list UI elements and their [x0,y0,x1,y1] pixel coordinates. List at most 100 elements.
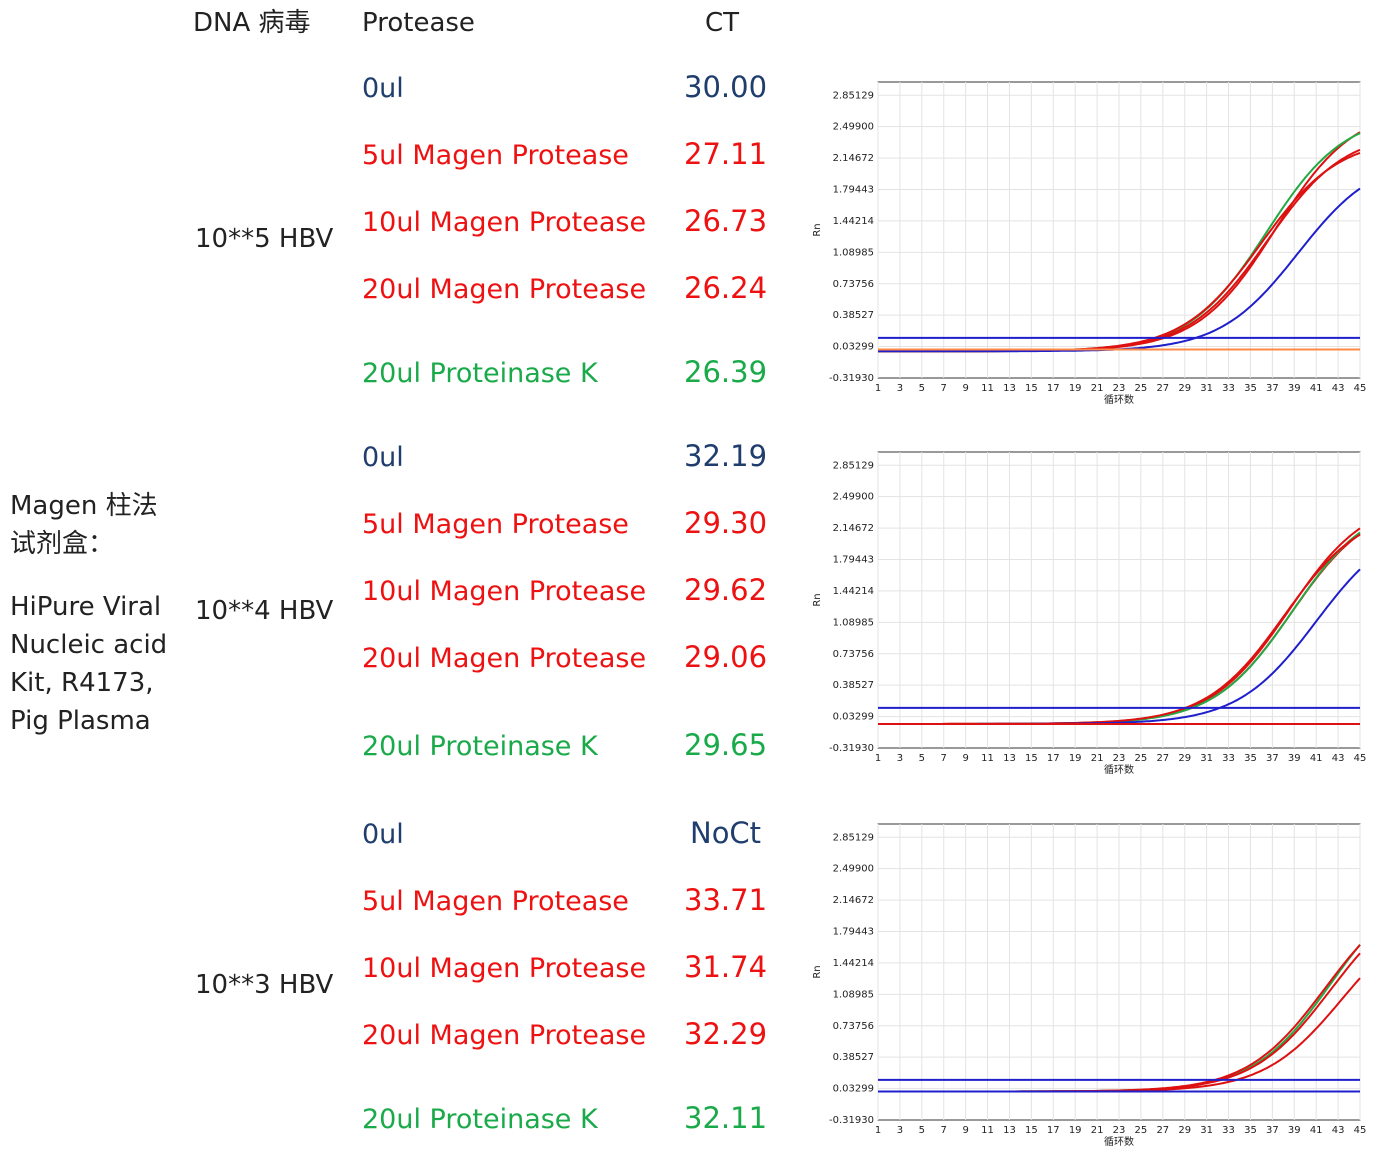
group-virus-label: 10**4 HBV [195,596,334,626]
x-tick-label: 23 [1113,383,1126,394]
x-tick-label: 43 [1332,1125,1345,1136]
ct-value: 32.29 [684,1017,768,1051]
y-tick-label: -0.31930 [829,1115,874,1126]
ct-value: 27.11 [684,137,768,171]
y-tick-label: -0.31930 [829,743,874,754]
y-axis-label: Rn [812,593,823,606]
protease-label: 0ul [362,442,404,473]
x-tick-label: 25 [1135,1125,1148,1136]
y-tick-label: 1.79443 [833,555,874,566]
kit-title: Magen 柱法 试剂盒： [10,487,185,563]
y-tick-label: 2.49900 [833,492,874,503]
kit-title-line2: 试剂盒： [10,529,115,559]
kit-desc-line3: Kit, R4173, [10,668,154,698]
x-tick-label: 7 [941,1125,947,1136]
x-tick-label: 31 [1200,383,1213,394]
ct-value: 32.19 [684,439,768,473]
ct-value: 29.30 [684,506,768,540]
y-tick-label: 2.14672 [833,153,874,164]
x-tick-label: 5 [919,1125,925,1136]
x-tick-label: 35 [1244,753,1257,764]
y-tick-label: 2.85129 [833,832,874,843]
x-tick-label: 19 [1069,383,1082,394]
x-tick-label: 15 [1025,753,1038,764]
x-tick-label: 29 [1178,753,1191,764]
protease-label: 0ul [362,819,404,850]
y-tick-label: 1.08985 [833,247,874,258]
x-tick-label: 21 [1091,383,1104,394]
ct-value: 29.62 [684,573,768,607]
x-tick-label: 41 [1310,1125,1323,1136]
x-tick-label: 7 [941,383,947,394]
header-virus: DNA 病毒 [193,8,311,38]
protease-label: 5ul Magen Protease [362,140,629,171]
amplification-chart-3: -0.31930 0.03299 0.38527 0.73756 1.08985 1.44… [808,812,1376,1152]
x-tick-label: 11 [981,383,994,394]
y-axis-label: Rn [812,223,823,236]
x-tick-label: 9 [962,383,968,394]
x-tick-label: 19 [1069,753,1082,764]
y-tick-label: 0.38527 [833,1052,874,1063]
x-tick-label: 35 [1244,1125,1257,1136]
x-tick-label: 5 [919,383,925,394]
x-tick-label: 31 [1200,1125,1213,1136]
x-tick-label: 33 [1222,1125,1235,1136]
x-tick-label: 29 [1178,1125,1191,1136]
x-tick-label: 37 [1266,1125,1279,1136]
x-tick-label: 33 [1222,383,1235,394]
protease-label: 10ul Magen Protease [362,207,647,238]
y-tick-label: 0.03299 [833,712,874,723]
x-tick-label: 1 [875,753,881,764]
x-tick-label: 17 [1047,753,1060,764]
y-tick-label: 0.73756 [833,279,874,290]
protease-label: 20ul Proteinase K [362,358,598,389]
ct-value: 29.06 [684,640,768,674]
protease-label: 5ul Magen Protease [362,509,629,540]
y-tick-label: 2.14672 [833,895,874,906]
x-tick-label: 39 [1288,753,1301,764]
y-tick-label: 0.03299 [833,1084,874,1095]
protease-label: 20ul Proteinase K [362,731,598,762]
y-tick-label: 1.44214 [833,958,874,969]
y-tick-label: 2.85129 [833,460,874,471]
x-tick-label: 9 [962,1125,968,1136]
x-tick-label: 41 [1310,753,1323,764]
y-tick-label: 1.08985 [833,989,874,1000]
x-tick-label: 7 [941,753,947,764]
ct-value: 33.71 [684,883,768,917]
x-tick-label: 1 [875,383,881,394]
x-tick-label: 27 [1156,753,1169,764]
x-tick-label: 27 [1156,383,1169,394]
x-tick-label: 17 [1047,1125,1060,1136]
x-tick-label: 29 [1178,383,1191,394]
protease-label: 10ul Magen Protease [362,576,647,607]
x-tick-label: 3 [897,1125,903,1136]
ct-value: 30.00 [684,70,768,104]
x-tick-label: 33 [1222,753,1235,764]
y-tick-label: 1.79443 [833,927,874,938]
y-tick-label: 1.44214 [833,586,874,597]
y-tick-label: 2.14672 [833,523,874,534]
x-tick-label: 23 [1113,753,1126,764]
ct-value: 29.65 [684,728,768,762]
x-tick-label: 43 [1332,753,1345,764]
x-tick-label: 35 [1244,383,1257,394]
x-tick-label: 15 [1025,1125,1038,1136]
kit-desc-line4: Pig Plasma [10,706,151,736]
protease-label: 0ul [362,73,404,104]
kit-description: HiPure Viral Nucleic acid Kit, R4173, Pi… [10,588,185,740]
x-tick-label: 45 [1354,383,1367,394]
x-tick-label: 13 [1003,753,1016,764]
y-axis-label: Rn [812,965,823,978]
x-tick-label: 31 [1200,753,1213,764]
amplification-chart-1: -0.31930 0.03299 0.38527 0.73756 1.08985 1.44… [808,70,1376,410]
y-tick-label: 2.85129 [833,90,874,101]
kit-desc-line1: HiPure Viral [10,592,162,622]
x-tick-label: 11 [981,753,994,764]
x-tick-label: 41 [1310,383,1323,394]
x-tick-label: 1 [875,1125,881,1136]
x-tick-label: 39 [1288,1125,1301,1136]
x-tick-label: 21 [1091,753,1104,764]
x-tick-label: 9 [962,753,968,764]
x-tick-label: 27 [1156,1125,1169,1136]
